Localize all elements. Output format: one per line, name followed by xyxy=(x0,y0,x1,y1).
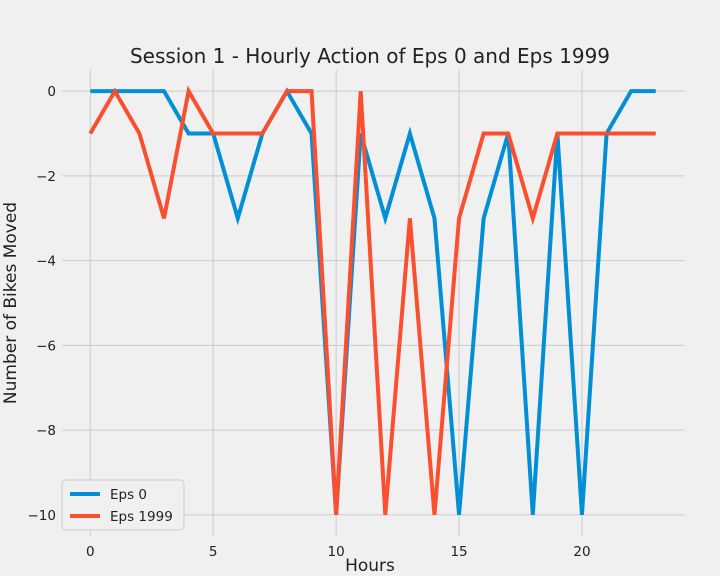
x-tick-label: 5 xyxy=(209,544,218,560)
y-tick-label: 0 xyxy=(47,84,56,100)
x-axis-label: Hours xyxy=(345,556,395,576)
x-tick-label: 20 xyxy=(573,544,590,560)
y-tick-label: −8 xyxy=(36,423,56,439)
series-lines xyxy=(88,85,656,515)
chart-title: Session 1 - Hourly Action of Eps 0 and E… xyxy=(130,44,610,68)
y-tick-label: −10 xyxy=(28,508,57,524)
x-tick-label: 10 xyxy=(328,544,345,560)
y-axis-label: Number of Bikes Moved xyxy=(1,202,21,404)
legend: Eps 0 Eps 1999 xyxy=(61,479,185,531)
tick-labels: 0 5 10 15 20 0 −2 −4 −6 −8 −10 xyxy=(28,84,591,560)
legend-label-eps-1999: Eps 1999 xyxy=(110,509,173,525)
y-tick-label: −4 xyxy=(36,254,56,270)
series-line-eps-0 xyxy=(90,87,656,515)
legend-label-eps-0: Eps 0 xyxy=(110,487,147,503)
y-tick-label: −2 xyxy=(36,169,56,185)
series-line-eps-1999 xyxy=(88,85,656,515)
x-tick-label: 0 xyxy=(86,544,95,560)
y-tick-label: −6 xyxy=(36,338,56,354)
x-tick-label: 15 xyxy=(450,544,467,560)
